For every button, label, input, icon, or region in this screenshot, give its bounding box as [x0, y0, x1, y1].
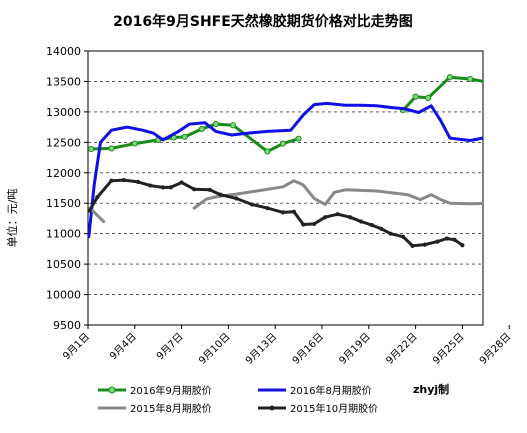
legend-label: 2015年8月期胶价	[130, 402, 212, 415]
series-2	[88, 101, 483, 239]
y-axis-ticks: 9500 10000 10500 11000 11500 12000 12500 13000 1…	[46, 45, 88, 332]
data-point	[358, 219, 364, 224]
y-tick-label: 13000	[46, 106, 81, 119]
data-point	[198, 125, 205, 133]
data-point	[467, 75, 474, 83]
series-4	[88, 177, 465, 248]
y-tick-label: 10500	[46, 258, 81, 271]
x-tick-label: 9月10日	[196, 331, 232, 367]
data-point	[207, 187, 212, 192]
y-tick-label: 11000	[46, 228, 81, 241]
y-tick-label: 11500	[46, 197, 81, 210]
data-point	[131, 140, 138, 147]
data-point	[446, 74, 454, 81]
x-tick-label: 9月25日	[430, 331, 466, 367]
legend-item: 2015年10月期胶价	[258, 402, 378, 415]
data-point	[229, 122, 237, 129]
data-point	[291, 209, 297, 214]
data-point	[280, 210, 286, 215]
data-point	[323, 215, 328, 220]
data-point	[135, 179, 141, 185]
data-point	[121, 177, 126, 183]
data-point	[369, 223, 375, 228]
data-point	[88, 208, 92, 213]
legend-label: 2016年9月期胶价	[130, 384, 212, 397]
data-point	[435, 239, 440, 244]
y-tick-label: 13500	[46, 75, 81, 88]
legend: 2016年9月期胶价 2016年8月期胶价 2015年8月期胶价 2015年10月期胶…	[98, 384, 378, 415]
credit-label: zhyj制	[413, 382, 449, 396]
data-point	[410, 243, 415, 248]
series-line	[88, 101, 483, 239]
plot-frame	[87, 50, 484, 326]
series-line	[88, 206, 106, 223]
data-point	[301, 222, 306, 227]
chart-title: 2016年9月SHFE天然橡胶期货价格对比走势图	[113, 13, 413, 30]
data-point	[191, 187, 197, 192]
data-point	[218, 192, 223, 197]
y-axis-label: 单位：元/吨	[5, 189, 19, 248]
y-tick-label: 10000	[46, 289, 81, 302]
y-tick-label: 12500	[46, 136, 81, 149]
legend-item: 2016年9月期胶价	[98, 384, 212, 397]
x-tick-label: 9月4日	[107, 331, 139, 363]
data-point	[347, 215, 353, 220]
data-point	[234, 196, 239, 201]
data-point	[412, 93, 419, 100]
y-tick-label: 14000	[46, 45, 81, 58]
data-point	[279, 140, 287, 147]
x-tick-label: 9月28日	[477, 331, 513, 367]
data-point	[265, 205, 270, 211]
data-point	[519, 80, 524, 85]
series-line	[88, 178, 464, 248]
x-tick-label: 9月13日	[243, 331, 279, 367]
data-point	[424, 94, 432, 101]
x-tick-label: 9月7日	[154, 331, 186, 363]
data-point	[181, 133, 188, 140]
legend-label: 2015年10月期胶价	[290, 402, 378, 415]
legend-label: 2016年8月期胶价	[290, 384, 372, 397]
series-3	[88, 179, 483, 223]
data-point	[264, 148, 271, 155]
data-point	[335, 212, 340, 217]
series-line	[401, 75, 483, 112]
data-point	[109, 178, 114, 183]
series-layer	[88, 74, 524, 248]
x-tick-label: 9月22日	[384, 331, 420, 367]
legend-marker	[108, 386, 116, 394]
data-point	[491, 81, 496, 86]
data-point	[249, 202, 254, 207]
x-axis-ticks: 9月1日 9月4日 9月7日 9月10日 9月13日 9月16日 9月19日 9月22日 9月2…	[60, 325, 513, 367]
legend-item: 2016年8月期胶价	[258, 384, 372, 397]
y-tick-label: 12000	[46, 167, 81, 180]
grid-layer	[88, 81, 483, 295]
x-tick-label: 9月1日	[60, 331, 92, 363]
data-point	[401, 234, 406, 239]
data-point	[379, 226, 384, 231]
data-point	[160, 185, 165, 190]
data-point	[388, 231, 393, 236]
series-line	[192, 179, 483, 210]
data-point	[312, 221, 317, 227]
data-point	[108, 145, 115, 152]
data-point	[179, 180, 184, 185]
x-tick-label: 9月16日	[290, 331, 326, 367]
data-point	[503, 90, 508, 95]
data-point	[95, 195, 100, 200]
data-point	[452, 237, 457, 242]
data-point	[295, 135, 302, 142]
data-point	[88, 145, 95, 153]
legend-marker	[269, 405, 275, 411]
data-point	[212, 120, 220, 128]
data-point	[168, 185, 173, 190]
data-point	[148, 183, 153, 188]
legend-item: 2015年8月期胶价	[98, 402, 212, 415]
y-tick-label: 9500	[53, 319, 81, 332]
data-point	[422, 242, 428, 247]
data-point	[460, 243, 465, 248]
x-tick-label: 9月19日	[337, 331, 373, 367]
data-point	[444, 236, 449, 241]
